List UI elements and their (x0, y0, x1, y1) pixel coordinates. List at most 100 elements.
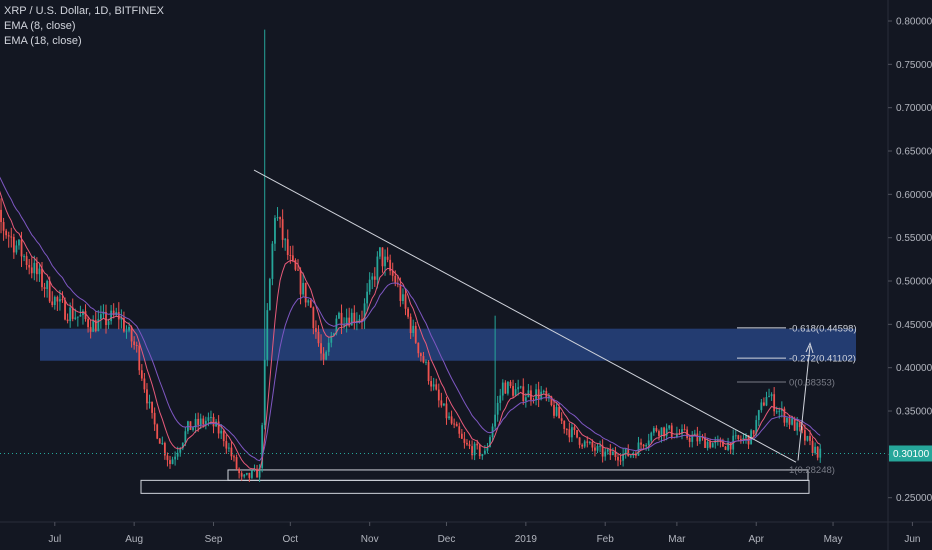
candle-body (276, 217, 279, 219)
candle-body (658, 431, 660, 437)
candle-body (51, 301, 54, 306)
ema-fast-label[interactable]: EMA (8, close) (4, 20, 76, 32)
candle-body (663, 427, 665, 437)
candle-body (284, 239, 287, 241)
candle-body (391, 270, 394, 276)
price-tick-label: 0.35000 (896, 407, 932, 418)
candle-body (18, 239, 20, 246)
candle-body (151, 401, 153, 413)
last-price-badge (889, 445, 932, 462)
candle-body (624, 448, 627, 454)
symbol-title[interactable]: XRP / U.S. Dollar, 1D, BITFINEX (4, 5, 164, 17)
fib-level-label: 0(0.38353) (789, 377, 835, 388)
time-tick-label: Apr (748, 534, 764, 545)
candle-body (640, 442, 642, 445)
candle-body (317, 331, 320, 344)
candle-body (138, 345, 141, 371)
candle-body (94, 320, 97, 332)
ema-fast-line (0, 190, 821, 472)
candle-body (780, 408, 783, 411)
candle-body (617, 456, 619, 461)
candle-body (645, 445, 648, 447)
candle-body (555, 407, 558, 416)
candle-body (210, 416, 212, 418)
candle-body (248, 472, 251, 478)
candle-body (571, 427, 573, 438)
candle-body (220, 430, 223, 434)
candle-body (74, 317, 77, 319)
candle-body (803, 430, 806, 441)
candle-body (407, 308, 409, 317)
candle-body (130, 327, 133, 342)
candle-body (691, 435, 694, 442)
candle-body (798, 422, 801, 428)
candle-body (5, 230, 8, 236)
candle-body (627, 448, 630, 457)
candle-body (783, 408, 786, 423)
candle-body (545, 390, 548, 398)
candle-body (133, 341, 136, 345)
candle-body (59, 299, 61, 302)
candle-body (542, 390, 545, 392)
candle-body (212, 416, 215, 427)
candle-body (760, 402, 763, 411)
candle-body (194, 418, 197, 428)
candle-body (156, 424, 159, 439)
candle-body (158, 438, 161, 444)
candle-body (64, 300, 66, 320)
candle-body (699, 436, 701, 442)
candle-body (258, 467, 261, 478)
candle-body (189, 421, 192, 430)
candle-body (202, 418, 205, 425)
candle-body (558, 407, 561, 419)
candle-body (312, 307, 315, 329)
candle-body (128, 327, 130, 331)
candle-body (507, 381, 509, 394)
candle-body (353, 312, 356, 323)
time-tick-label: Mar (668, 534, 686, 545)
candle-body (509, 381, 512, 387)
candle-body (76, 316, 79, 318)
candle-body (811, 440, 814, 454)
candle-body (765, 397, 768, 406)
candle-body (514, 389, 517, 396)
candle-body (389, 259, 392, 271)
candle-body (299, 270, 302, 295)
candle-body (350, 312, 353, 326)
candle-body (222, 430, 225, 442)
candle-body (25, 256, 28, 265)
candle-body (330, 335, 333, 343)
candle-body (550, 396, 553, 406)
candle-body (294, 260, 297, 270)
candle-body (238, 468, 241, 474)
candle-body (48, 280, 51, 302)
candle-body (547, 396, 550, 398)
candle-body (289, 254, 292, 256)
candle-body (79, 314, 82, 317)
price-tick-label: 0.70000 (896, 103, 932, 114)
price-tick-label: 0.40000 (896, 363, 932, 374)
candle-body (171, 459, 174, 464)
time-tick-label: 2019 (515, 534, 538, 545)
ema-slow-label[interactable]: EMA (18, close) (4, 35, 82, 47)
candle-body (99, 314, 102, 319)
candle-body (30, 267, 33, 274)
candle-body (486, 447, 489, 451)
candle-body (734, 435, 737, 437)
candle-body (494, 414, 497, 427)
candle-body (123, 318, 125, 332)
candle-body (2, 222, 5, 231)
ema-slow-line (0, 176, 821, 462)
candle-body (601, 445, 604, 457)
candle-body (455, 423, 458, 427)
candle-body (458, 426, 461, 434)
candle-body (478, 445, 481, 457)
candle-body (540, 391, 543, 400)
candle-body (166, 455, 169, 461)
price-tick-label: 0.80000 (896, 17, 932, 28)
candle-body (23, 256, 25, 258)
candle-body (668, 425, 671, 429)
last-price-label: 0.30100 (893, 449, 930, 460)
candle-body (271, 243, 274, 279)
